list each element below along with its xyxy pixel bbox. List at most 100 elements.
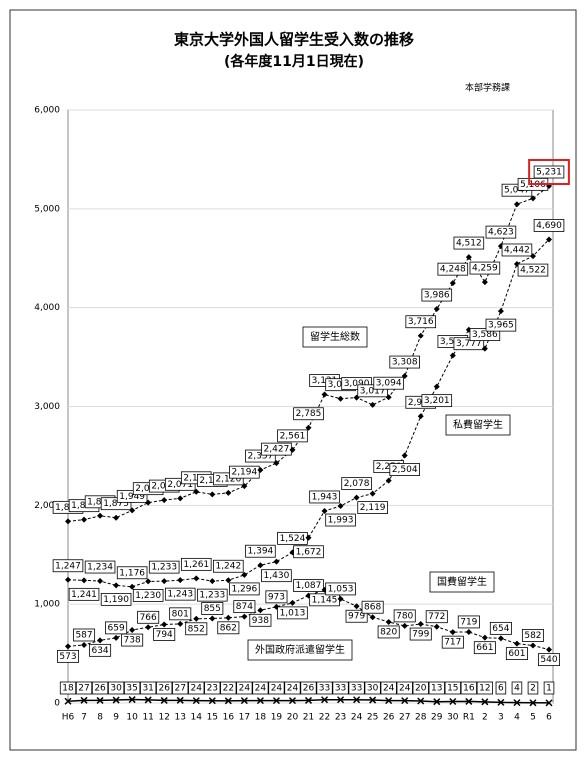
x-tick-label: 7 (81, 713, 87, 723)
data-label: 3,716 (408, 317, 434, 327)
marker (353, 696, 361, 704)
x-tick-label: 25 (367, 713, 378, 723)
marker (465, 697, 473, 705)
marker (208, 697, 216, 705)
data-label: 2,137 (183, 473, 209, 483)
x-tick-label: 6 (546, 713, 552, 723)
data-label: 4,623 (488, 228, 514, 238)
label-box (421, 394, 453, 408)
series-name-box (445, 414, 511, 436)
data-label: 30 (110, 684, 122, 694)
label-box (373, 376, 404, 390)
marker (417, 697, 425, 705)
x-tick-label: 23 (335, 713, 346, 723)
marker (65, 576, 71, 583)
label-box (59, 681, 77, 695)
marker (209, 615, 216, 622)
marker (145, 624, 152, 631)
label-box (188, 681, 205, 695)
label-box (393, 609, 416, 623)
data-label: 938 (252, 616, 269, 626)
data-label: 4,522 (520, 266, 546, 276)
y-tick-label: 0 (54, 699, 60, 709)
data-label: 852 (188, 624, 205, 634)
x-tick-label: 24 (351, 713, 363, 723)
label-box (364, 681, 381, 695)
marker (401, 697, 409, 705)
marker (64, 697, 72, 705)
marker (161, 578, 168, 585)
x-tick-label: 5 (530, 713, 536, 723)
data-label: 1,261 (183, 560, 209, 570)
data-label: 12 (479, 684, 490, 694)
label-box (172, 681, 189, 695)
frame (9, 9, 577, 751)
marker (240, 697, 248, 705)
marker (81, 516, 88, 523)
data-label: 3,965 (488, 321, 514, 331)
marker (497, 698, 505, 706)
marker (80, 696, 88, 704)
data-label: 30 (367, 684, 379, 694)
label-box (116, 566, 148, 580)
label-box (57, 649, 79, 663)
data-label: 26 (303, 684, 315, 694)
data-label: 2,357 (248, 452, 274, 462)
marker (337, 503, 344, 510)
data-label: 24 (287, 684, 299, 694)
label-box (75, 681, 93, 695)
data-label: 4,248 (440, 265, 466, 275)
data-label: 582 (524, 631, 541, 641)
marker (289, 599, 296, 606)
data-label: 634 (91, 646, 108, 656)
data-label: 24 (399, 684, 411, 694)
x-tick-label: 27 (399, 713, 410, 723)
x-tick-label: 29 (431, 713, 443, 723)
marker (192, 697, 200, 705)
marker (321, 696, 329, 704)
marker (401, 452, 408, 459)
data-label: 2 (530, 684, 536, 694)
marker (304, 696, 313, 704)
label-box (405, 315, 437, 329)
label-box (156, 681, 173, 695)
x-tick-label: 22 (319, 713, 330, 723)
marker (97, 578, 104, 585)
marker (369, 401, 376, 408)
x-tick-label: 30 (447, 713, 459, 723)
label-box (229, 465, 260, 479)
data-label: 979 (348, 612, 365, 622)
label-box (233, 600, 256, 614)
data-label: 1,233 (199, 591, 225, 601)
data-label: 2,078 (344, 479, 370, 489)
x-tick-label: R1 (463, 713, 475, 723)
label-box (533, 219, 565, 232)
data-label: 587 (75, 630, 92, 640)
data-label: 3,516 (440, 337, 466, 347)
note: 本部学務課 (465, 82, 510, 94)
marker (113, 514, 120, 521)
x-tick-label: 18 (255, 713, 267, 723)
data-label: 27 (78, 684, 89, 694)
data-label: 1,943 (312, 492, 338, 502)
data-label: 3,777 (456, 339, 482, 349)
label-box (412, 681, 429, 695)
marker (321, 391, 328, 398)
x-tick-label: 2 (482, 713, 488, 723)
data-label: 1,230 (135, 591, 161, 601)
x-tick-label: 13 (175, 713, 186, 723)
data-label: 1,233 (151, 563, 177, 573)
data-label: 2,119 (360, 503, 386, 513)
label-box (217, 621, 240, 635)
marker (241, 571, 248, 578)
label-box (236, 681, 253, 695)
marker (177, 577, 184, 584)
marker (65, 518, 71, 525)
label-box (277, 429, 308, 443)
y-tick-label: 2,000 (34, 501, 60, 511)
label-box (441, 635, 464, 649)
series-name: 国費留学生 (437, 575, 487, 588)
data-label: 3,586 (472, 330, 498, 340)
data-label: 868 (364, 603, 381, 613)
